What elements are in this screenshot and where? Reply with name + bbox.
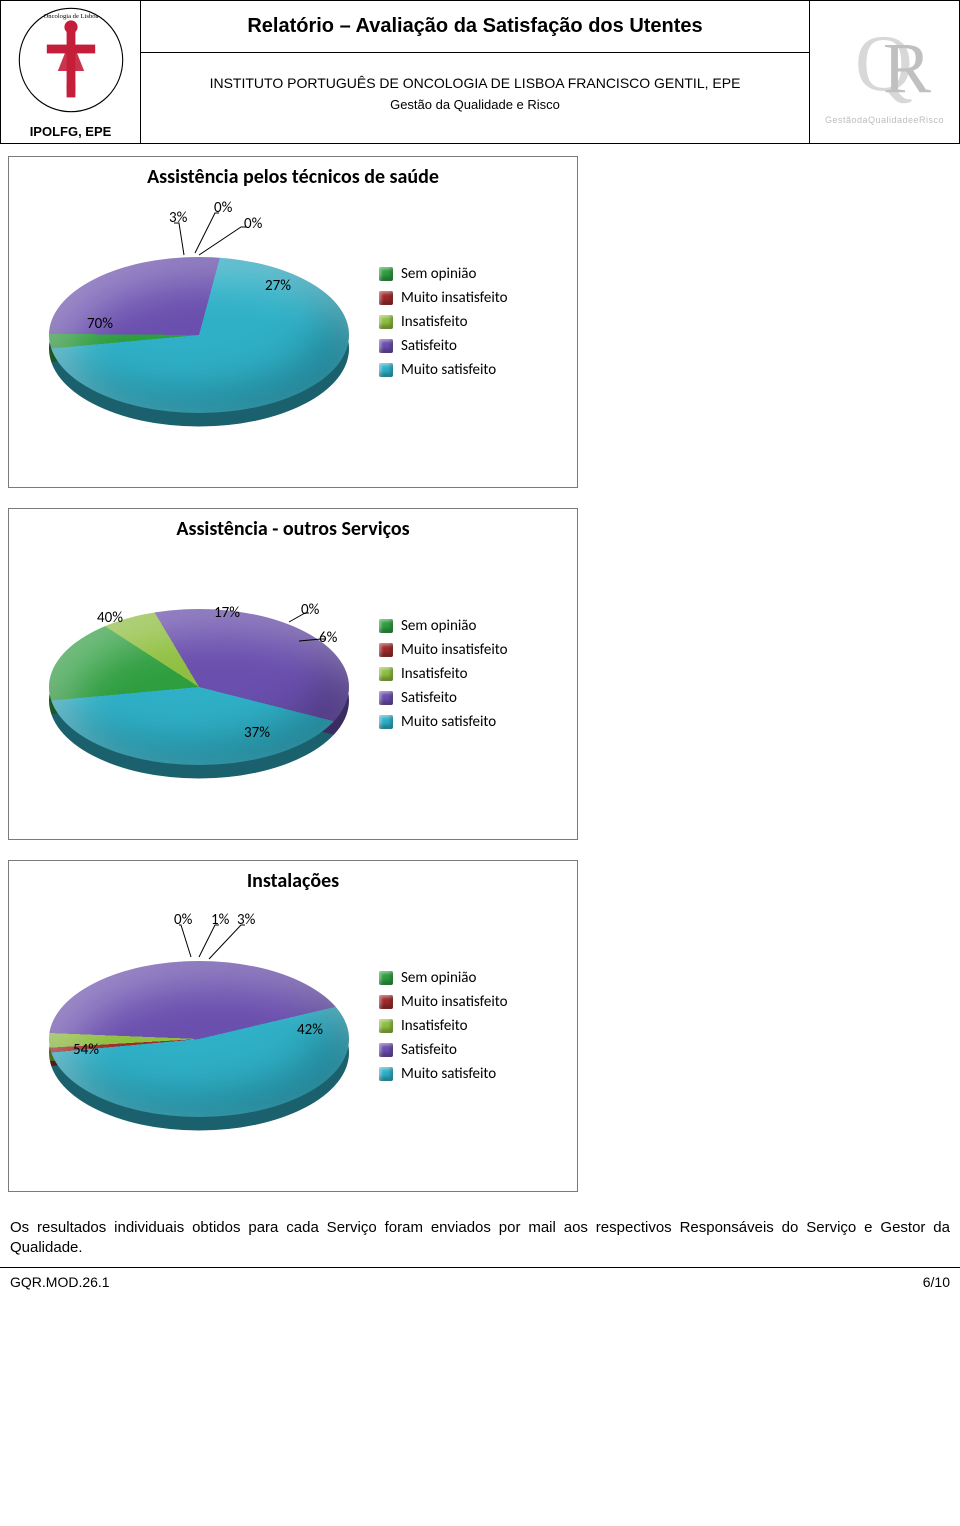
- legend-item: Muito satisfeito: [379, 713, 567, 731]
- pie-slice-label: 42%: [297, 1021, 323, 1039]
- legend-label: Satisfeito: [401, 689, 457, 707]
- legend-item: Muito insatisfeito: [379, 641, 567, 659]
- legend-label: Muito insatisfeito: [401, 993, 508, 1011]
- legend-swatch-icon: [379, 715, 393, 729]
- legend-label: Muito satisfeito: [401, 1065, 496, 1083]
- legend-swatch-icon: [379, 691, 393, 705]
- legend-label: Sem opinião: [401, 617, 476, 635]
- legend-label: Insatisfeito: [401, 313, 468, 331]
- logo-cell: Oncologia de Lisboa IPOLFG, EPE: [1, 1, 141, 144]
- legend-swatch-icon: [379, 1019, 393, 1033]
- chart-legend: Sem opinião Muito insatisfeito Insatisfeit…: [379, 611, 567, 737]
- pie-slice-label: 54%: [73, 1041, 99, 1059]
- chart-panel-outros: Assistência - outros Serviços 17%0%6%37%…: [8, 508, 578, 840]
- page-number: 6/10: [923, 1274, 950, 1290]
- legend-item: Sem opinião: [379, 617, 567, 635]
- legend-swatch-icon: [379, 971, 393, 985]
- chart-body: 17%0%6%37%40% Sem opiniãoMuito insatisfe…: [19, 549, 567, 799]
- legend-item: Muito satisfeito: [379, 361, 567, 379]
- institution-cell: INSTITUTO PORTUGUÊS DE ONCOLOGIA DE LISB…: [141, 53, 810, 144]
- chart-legend: Sem opinião Muito insatisfeito Insatisfeit…: [379, 963, 567, 1089]
- legend-label: Satisfeito: [401, 1041, 457, 1059]
- document-title: Relatório – Avaliação da Satisfação dos …: [141, 1, 810, 53]
- chart-panel-instalacoes: Instalações 0%1%3%42%54% Sem opiniãoMuit…: [8, 860, 578, 1192]
- legend-swatch-icon: [379, 1043, 393, 1057]
- document-id: GQR.MOD.26.1: [10, 1274, 110, 1290]
- logo-caption: IPOLFG, EPE: [9, 124, 132, 139]
- legend-item: Insatisfeito: [379, 313, 567, 331]
- legend-label: Muito satisfeito: [401, 361, 496, 379]
- legend-label: Muito satisfeito: [401, 713, 496, 731]
- chart-legend: Sem opinião Muito insatisfeito Insatisfeit…: [379, 259, 567, 385]
- legend-label: Muito insatisfeito: [401, 641, 508, 659]
- pie-slice-label: 27%: [265, 277, 291, 295]
- qr-caption: GestãodaQualidadeeRisco: [818, 115, 951, 125]
- pie-chart: 3%0%0%27%70%: [19, 197, 379, 447]
- pie-chart: 0%1%3%42%54%: [19, 901, 379, 1151]
- body-paragraph: Os resultados individuais obtidos para c…: [0, 1216, 960, 1267]
- legend-item: Muito insatisfeito: [379, 993, 567, 1011]
- chart-panel-tecnicos: Assistência pelos técnicos de saúde 3%0%…: [8, 156, 578, 488]
- legend-item: Muito satisfeito: [379, 1065, 567, 1083]
- pie-chart: 17%0%6%37%40%: [19, 549, 379, 799]
- department-name: Gestão da Qualidade e Risco: [149, 97, 801, 122]
- callout-line-icon: [19, 549, 379, 809]
- legend-swatch-icon: [379, 291, 393, 305]
- legend-swatch-icon: [379, 995, 393, 1009]
- legend-item: Satisfeito: [379, 1041, 567, 1059]
- page: Oncologia de Lisboa IPOLFG, EPE Relatóri…: [0, 0, 960, 1296]
- charts-column: Assistência pelos técnicos de saúde 3%0%…: [0, 144, 960, 1216]
- legend-swatch-icon: [379, 315, 393, 329]
- legend-label: Sem opinião: [401, 969, 476, 987]
- legend-label: Insatisfeito: [401, 1017, 468, 1035]
- page-header: Oncologia de Lisboa IPOLFG, EPE Relatóri…: [0, 0, 960, 144]
- qr-logo-icon: Q R: [825, 20, 945, 110]
- legend-item: Sem opinião: [379, 265, 567, 283]
- legend-swatch-icon: [379, 643, 393, 657]
- pie-slice-label: 70%: [87, 315, 113, 333]
- pie-slice-label: 40%: [97, 609, 123, 627]
- institution-logo-icon: Oncologia de Lisboa: [16, 5, 126, 115]
- legend-item: Sem opinião: [379, 969, 567, 987]
- legend-label: Sem opinião: [401, 265, 476, 283]
- legend-swatch-icon: [379, 339, 393, 353]
- legend-swatch-icon: [379, 667, 393, 681]
- institution-name: INSTITUTO PORTUGUÊS DE ONCOLOGIA DE LISB…: [210, 75, 741, 91]
- legend-label: Satisfeito: [401, 337, 457, 355]
- chart-title: Instalações: [19, 869, 567, 893]
- pie-slice-label: 37%: [244, 724, 270, 742]
- callout-line-icon: [19, 197, 379, 457]
- legend-swatch-icon: [379, 363, 393, 377]
- qr-logo-cell: Q R GestãodaQualidadeeRisco: [810, 1, 960, 144]
- page-footer: GQR.MOD.26.1 6/10: [0, 1267, 960, 1296]
- chart-body: 3%0%0%27%70% Sem opiniãoMuito insatisfei…: [19, 197, 567, 447]
- legend-item: Muito insatisfeito: [379, 289, 567, 307]
- callout-line-icon: [19, 901, 379, 1161]
- legend-swatch-icon: [379, 267, 393, 281]
- legend-label: Muito insatisfeito: [401, 289, 508, 307]
- legend-item: Satisfeito: [379, 337, 567, 355]
- legend-swatch-icon: [379, 1067, 393, 1081]
- svg-text:Oncologia de Lisboa: Oncologia de Lisboa: [43, 13, 98, 20]
- svg-text:R: R: [883, 28, 931, 108]
- chart-body: 0%1%3%42%54% Sem opiniãoMuito insatisfei…: [19, 901, 567, 1151]
- legend-item: Insatisfeito: [379, 665, 567, 683]
- legend-swatch-icon: [379, 619, 393, 633]
- legend-item: Insatisfeito: [379, 1017, 567, 1035]
- chart-title: Assistência - outros Serviços: [19, 517, 567, 541]
- legend-item: Satisfeito: [379, 689, 567, 707]
- chart-title: Assistência pelos técnicos de saúde: [19, 165, 567, 189]
- legend-label: Insatisfeito: [401, 665, 468, 683]
